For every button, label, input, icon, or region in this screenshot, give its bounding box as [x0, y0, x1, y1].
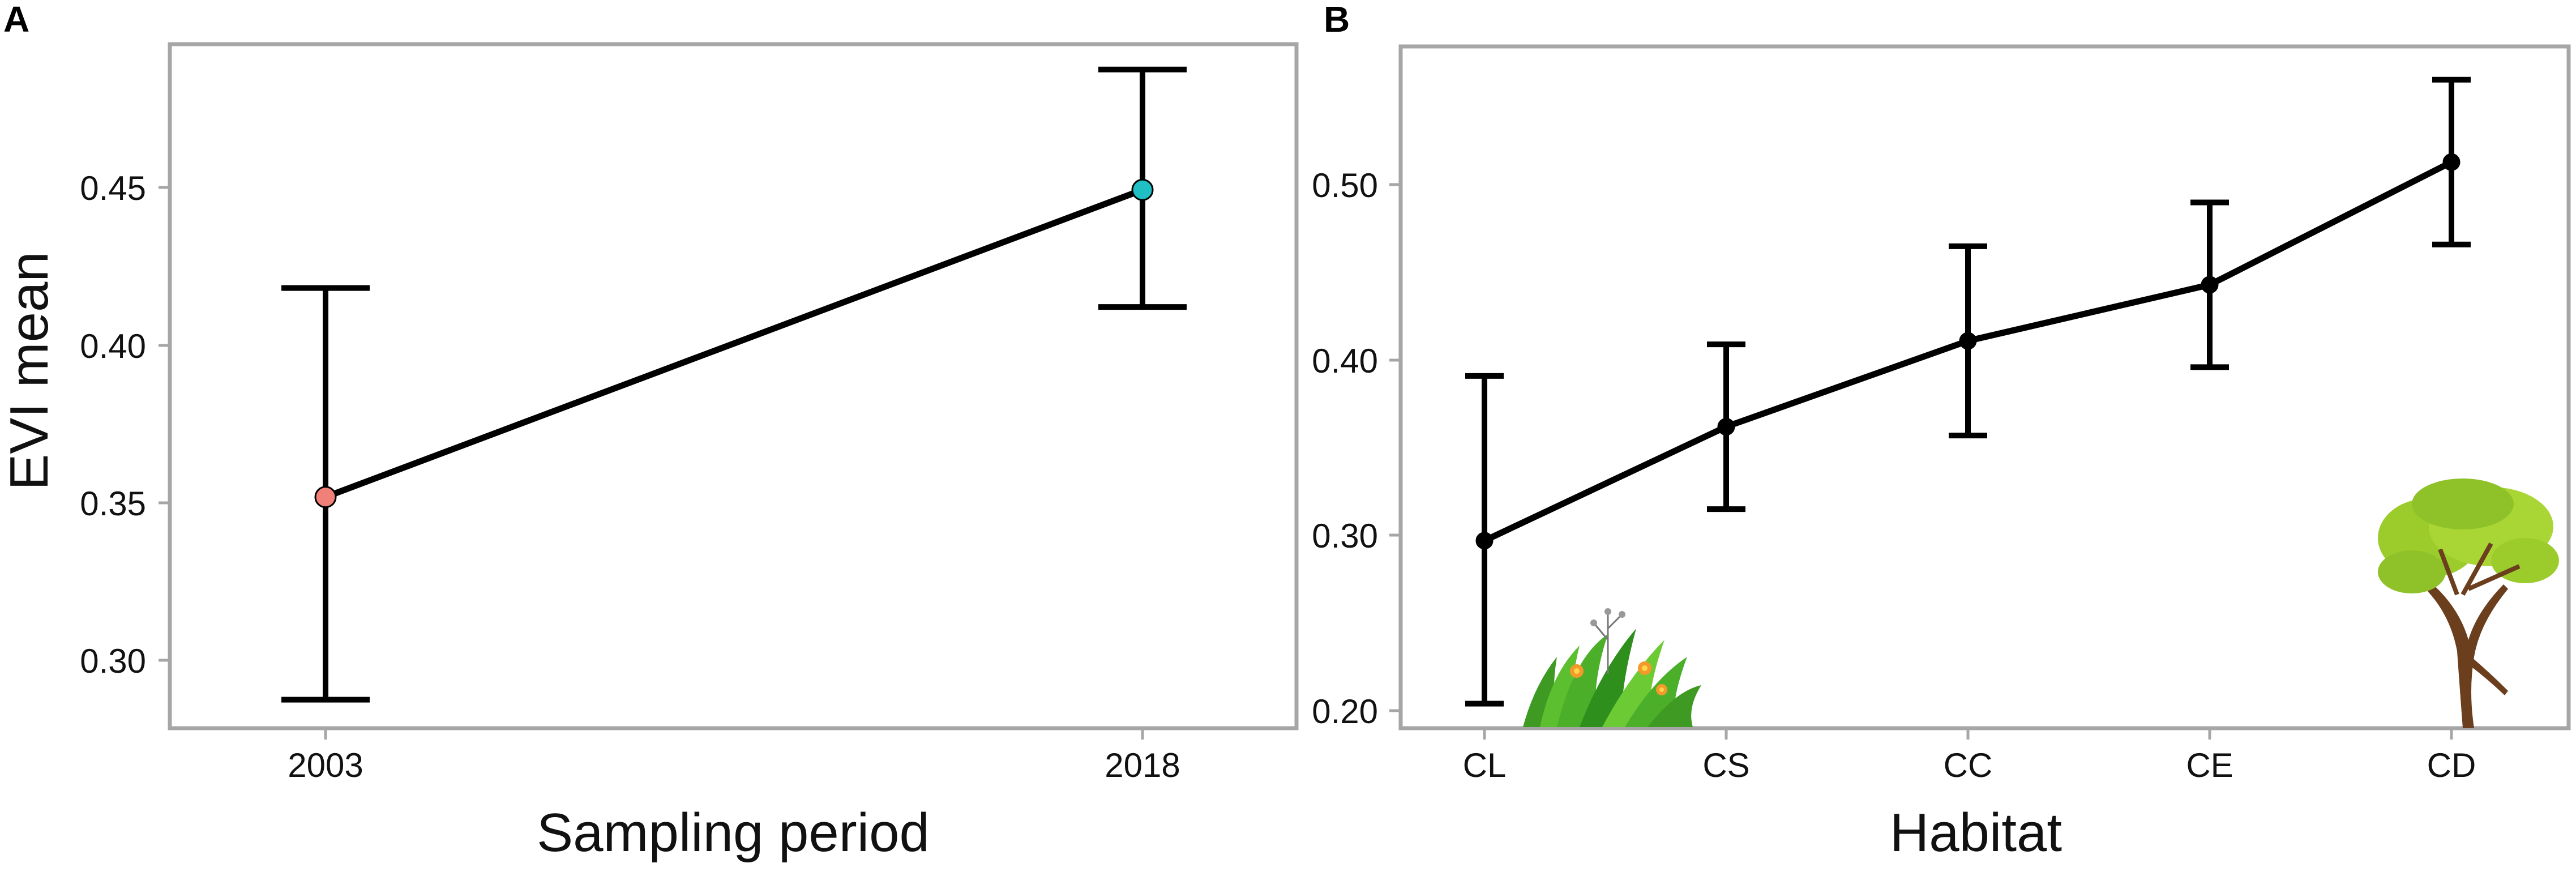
panel-b-x-axis-title: Habitat [1890, 802, 2062, 863]
panel-a-x-axis-title: Sampling period [537, 802, 930, 863]
grass-illustration [1523, 608, 1701, 727]
panel-b-data-point [1475, 532, 1494, 550]
panel-b-x-tick-label: CL [1463, 746, 1507, 784]
panel-b-label: B [1324, 0, 1350, 40]
panel-b-x-tick-label: CC [1944, 746, 1993, 784]
panel-a-marks [281, 66, 1187, 703]
panel-b-y-tick-label: 0.20 [1312, 693, 1378, 730]
panel-a: A 0.30 0.35 0.40 0.45 2003 2018 Sampling… [0, 0, 1299, 863]
panel-a-x-tick-label: 2003 [288, 746, 363, 784]
panel-b-data-point [1717, 418, 1735, 436]
panel-b-y-tick-label: 0.30 [1312, 517, 1378, 555]
panel-b: B 0.20 0.30 0.40 0.50 CL CS CC CE CD Hab… [1312, 0, 2571, 863]
panel-a-x-tick-label: 2018 [1105, 746, 1180, 784]
panel-a-data-point [314, 486, 337, 508]
panel-a-plot-frame [168, 42, 1299, 730]
panel-a-y-tick-label: 0.45 [80, 169, 146, 207]
panel-b-data-point [2201, 276, 2219, 294]
panel-a-y-tick-label: 0.35 [80, 485, 146, 523]
panel-a-y-tick-label: 0.40 [80, 327, 146, 365]
panel-b-y-tick-label: 0.40 [1312, 342, 1378, 380]
panel-a-y-axis-title: EVI mean [0, 251, 59, 490]
panel-b-marks [1465, 76, 2471, 707]
panel-b-y-tick-label: 0.50 [1312, 166, 1378, 204]
panel-b-x-tick-label: CE [2186, 746, 2233, 784]
panel-a-series-line [324, 187, 1144, 500]
panel-a-label: A [3, 0, 29, 40]
panel-b-data-point [2442, 153, 2461, 171]
panel-b-data-point [1959, 332, 1977, 350]
panel-b-x-tick-label: CD [2427, 746, 2476, 784]
panel-a-data-point [1131, 178, 1154, 201]
tree-illustration [2378, 478, 2559, 728]
panel-b-x-tick-label: CS [1702, 746, 1749, 784]
panel-b-plot-frame [1398, 44, 2571, 730]
panel-a-y-tick-label: 0.30 [80, 642, 146, 680]
